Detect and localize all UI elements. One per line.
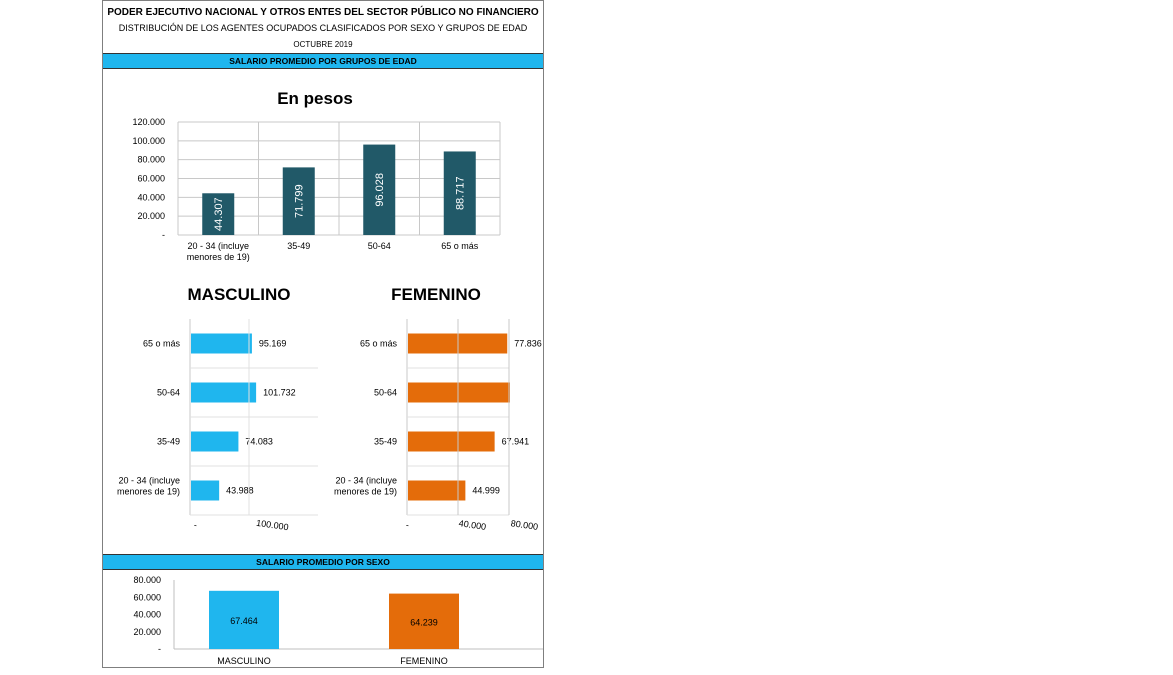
x-tick-label: 80.000 [510,518,539,532]
y-tick-label: 35-49 [374,437,397,447]
chart-title: En pesos [277,89,353,108]
y-tick-label: 60.000 [133,592,161,602]
bar [191,431,239,452]
x-tick-label: - [193,520,197,530]
y-tick-label: - [162,230,165,240]
y-tick-label: 50-64 [157,388,180,398]
y-tick-label: 65 o más [143,339,181,349]
data-label: 74.083 [245,437,273,447]
bar [408,382,510,403]
bar [191,333,252,354]
y-tick-label: 60.000 [137,174,165,184]
x-tick-label: 100.000 [256,518,290,532]
data-label: 95.169 [259,339,287,349]
data-label: 43.988 [226,486,254,496]
y-tick-label: 120.000 [132,117,165,127]
report-date: OCTUBRE 2019 [293,40,353,49]
data-label: 44.307 [213,197,225,231]
charts-canvas: En pesos - 20.000 40.000 60.000 80.000 100.000… [117,89,543,666]
x-tick-label: - [405,520,409,530]
y-tick-label: 65 o más [360,339,398,349]
y-tick-label: 40.000 [133,610,161,620]
data-label: 77.836 [514,339,542,349]
y-tick-label: 40.000 [137,192,165,202]
y-tick-label: - [158,644,161,654]
y-tick-label: 80.000 [137,155,165,165]
bar [191,480,220,501]
data-label: 101.732 [263,388,296,398]
x-tick-label: 50-64 [368,241,391,251]
data-label: 67.464 [230,616,258,626]
report-title: PODER EJECUTIVO NACIONAL Y OTROS ENTES D… [107,7,539,18]
y-tick-label: 20 - 34 (incluye menores de 19) [334,476,397,497]
y-tick-label: 100.000 [132,136,165,146]
bar [363,144,396,235]
bar [282,167,315,235]
x-tick-label: 35-49 [287,241,310,251]
report-subtitle: DISTRIBUCIÓN DE LOS AGENTES OCUPADOS CLA… [118,23,528,33]
bar [389,593,459,649]
x-tick-label: 65 o más [441,241,479,251]
data-label: 88.717 [455,176,467,210]
bar [209,590,279,649]
report-sheet: PODER EJECUTIVO NACIONAL Y OTROS ENTES D… [102,0,544,668]
bar [408,480,466,501]
x-tick-label: MASCULINO [217,656,271,666]
y-tick-label: 35-49 [157,437,180,447]
data-label: 67.941 [502,437,530,447]
data-label: 71.799 [294,184,306,218]
bar [408,431,495,452]
y-tick-label: 20.000 [137,211,165,221]
bar [443,151,476,235]
age-section-band: SALARIO PROMEDIO POR GRUPOS DE EDAD [103,53,543,69]
chart-title: MASCULINO [188,285,291,304]
x-tick-label: 20 - 34 (incluye menores de 19) [187,241,250,262]
data-label: 96.028 [374,173,386,207]
y-tick-label: 80.000 [133,575,161,585]
bar [202,193,235,235]
chart-title: FEMENINO [391,285,481,304]
y-tick-label: 50-64 [374,388,397,398]
y-tick-label: 20.000 [133,627,161,637]
x-tick-label: FEMENINO [400,656,448,666]
data-label: 44.999 [472,486,500,496]
bar [191,382,257,403]
data-label: 64.239 [410,617,438,627]
y-tick-label: 20 - 34 (incluye menores de 19) [117,476,180,497]
x-tick-label: 40.000 [458,518,487,532]
sex-section-band: SALARIO PROMEDIO POR SEXO [103,554,543,570]
